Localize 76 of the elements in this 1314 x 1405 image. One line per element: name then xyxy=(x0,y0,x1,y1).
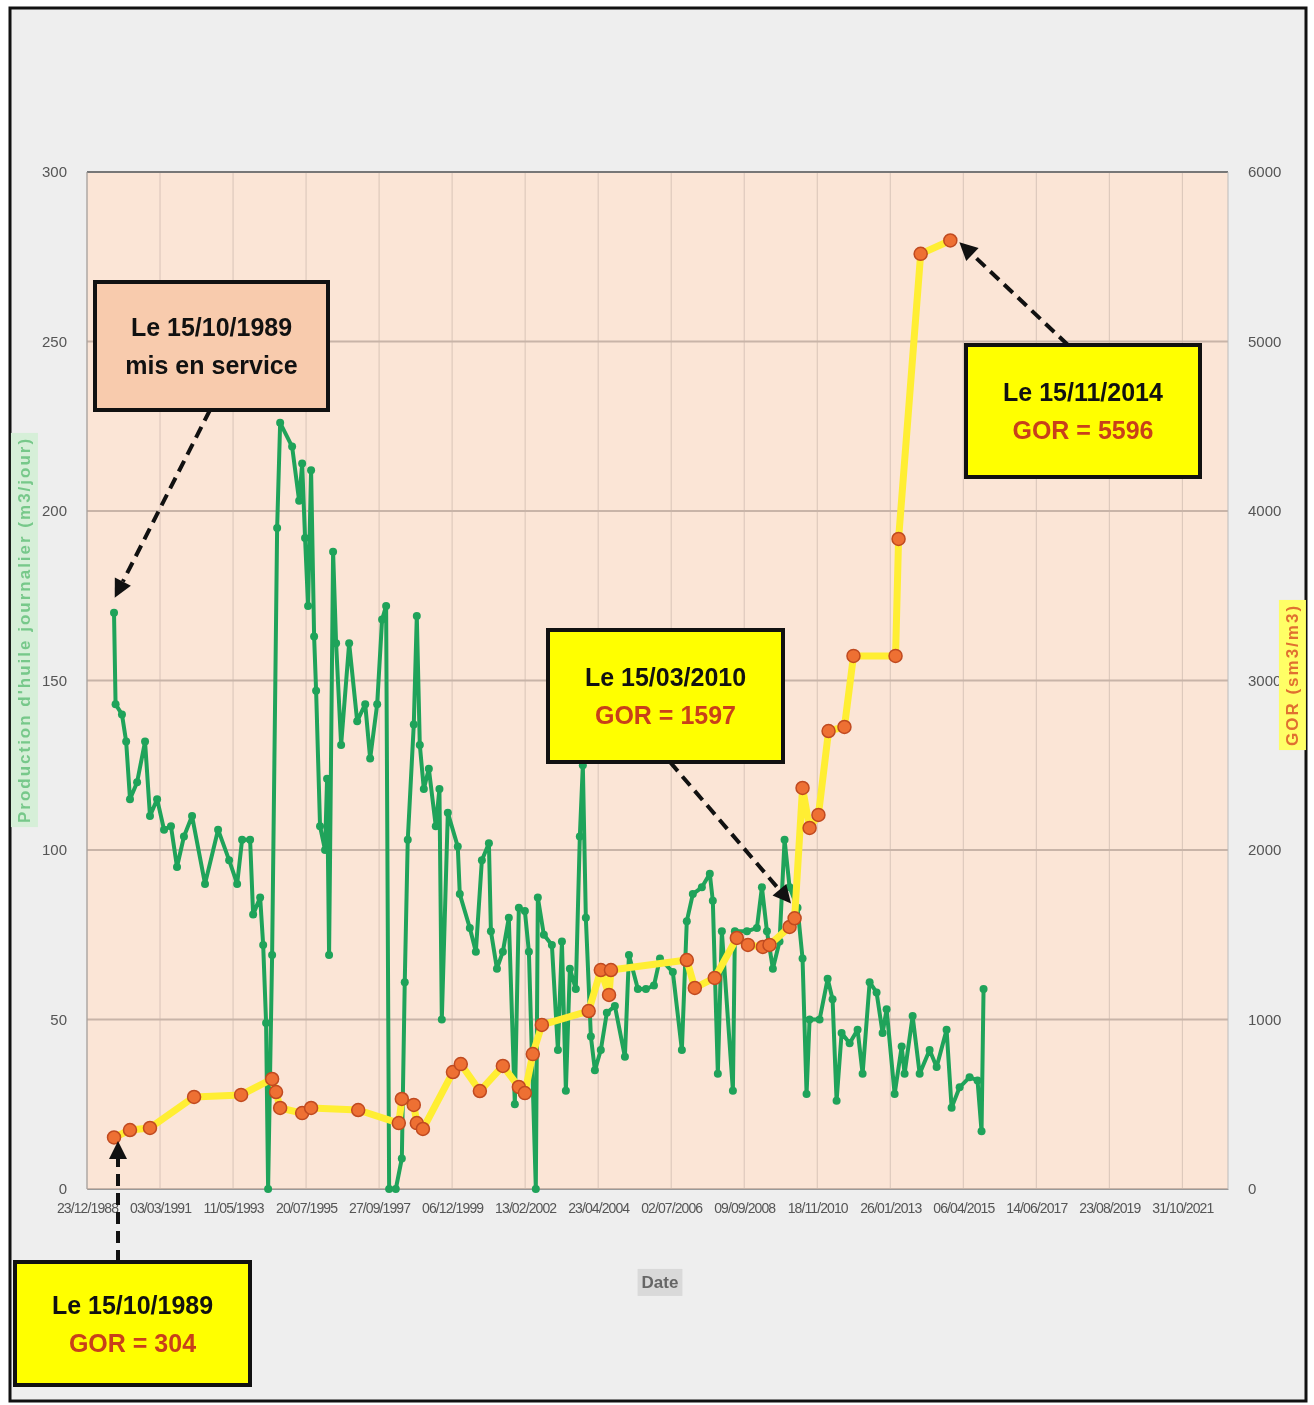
x-tick-label: 31/10/2021 xyxy=(1152,1199,1215,1216)
point xyxy=(495,1058,511,1074)
point xyxy=(601,987,617,1003)
y2-tick-label: 0 xyxy=(1248,1180,1257,1198)
point xyxy=(406,1097,422,1113)
point xyxy=(142,1120,158,1136)
y-tick-label: 100 xyxy=(41,841,67,859)
point xyxy=(837,719,852,735)
y-axis-title: Production d'huile journalier (m3/jour) xyxy=(14,436,34,824)
point xyxy=(707,970,722,986)
annotation: Le 15/10/1989 mis en service xyxy=(125,313,298,379)
x-tick-label: 09/09/2008 xyxy=(714,1199,777,1216)
point xyxy=(303,1100,319,1116)
x-tick-label: 27/09/1997 xyxy=(349,1199,412,1216)
x-tick-label: 26/01/2013 xyxy=(860,1199,923,1216)
y-tick-label: 0 xyxy=(58,1180,67,1198)
point xyxy=(264,1071,280,1087)
point xyxy=(687,980,703,996)
point xyxy=(891,531,906,547)
x-tick-label: 11/05/1993 xyxy=(203,1199,265,1216)
point xyxy=(415,1121,431,1137)
point xyxy=(581,1003,596,1019)
y-tick-label: 250 xyxy=(41,332,67,350)
x-tick-label: 20/07/1995 xyxy=(276,1199,339,1216)
point xyxy=(391,1115,407,1131)
point xyxy=(846,648,861,664)
point xyxy=(472,1083,488,1099)
y2-tick-label: 5000 xyxy=(1248,332,1282,350)
point xyxy=(821,723,836,739)
y-tick-label: 200 xyxy=(41,502,67,520)
point xyxy=(787,911,802,926)
x-tick-label: 06/04/2015 xyxy=(933,1199,996,1216)
x-tick-label: 02/07/2006 xyxy=(641,1199,704,1216)
y-tick-label: 150 xyxy=(41,671,67,689)
x-tick-label: 23/12/1988 xyxy=(56,1199,120,1216)
point xyxy=(122,1122,138,1138)
point xyxy=(534,1017,550,1033)
x-tick-label: 06/12/1999 xyxy=(422,1199,485,1216)
y2-axis-title: GOR (sm3/m3) xyxy=(1282,603,1302,747)
point xyxy=(888,648,903,664)
x-axis-title: Date xyxy=(641,1272,679,1292)
y2-tick-label: 6000 xyxy=(1248,163,1282,181)
y2-tick-label: 1000 xyxy=(1248,1010,1282,1028)
point xyxy=(740,937,756,953)
x-tick-label: 13/02/2002 xyxy=(495,1199,558,1216)
x-tick-label: 18/11/2010 xyxy=(787,1199,849,1216)
x-tick-label: 14/06/2017 xyxy=(1006,1199,1069,1216)
point xyxy=(233,1087,249,1103)
point xyxy=(106,1130,122,1145)
y2-tick-label: 4000 xyxy=(1248,502,1282,520)
x-tick-label: 23/04/2004 xyxy=(568,1199,631,1216)
point xyxy=(913,246,928,262)
point xyxy=(679,952,695,968)
y2-tick-label: 2000 xyxy=(1248,841,1282,859)
annotation: Le 15/11/2014 GOR = 5596 xyxy=(1003,378,1164,444)
point xyxy=(268,1084,284,1100)
point xyxy=(729,930,745,946)
point xyxy=(603,962,619,978)
point xyxy=(272,1100,288,1116)
point xyxy=(802,820,817,836)
point xyxy=(517,1085,533,1101)
point xyxy=(811,807,826,823)
point xyxy=(394,1091,410,1107)
y-tick-label: 300 xyxy=(41,163,67,181)
point xyxy=(795,780,810,796)
point xyxy=(943,233,958,248)
point xyxy=(525,1046,541,1062)
point xyxy=(453,1056,469,1072)
point xyxy=(350,1102,366,1118)
annotation: Le 15/03/2010 GOR = 1597 xyxy=(584,663,747,729)
point xyxy=(762,937,777,953)
x-tick-label: 23/08/2019 xyxy=(1079,1199,1142,1216)
text: Le 15/10/1989 GOR = 304 xyxy=(51,1290,214,1357)
x-tick-label: 03/03/1991 xyxy=(129,1199,193,1216)
y-tick-label: 50 xyxy=(50,1010,67,1028)
point xyxy=(186,1089,202,1105)
